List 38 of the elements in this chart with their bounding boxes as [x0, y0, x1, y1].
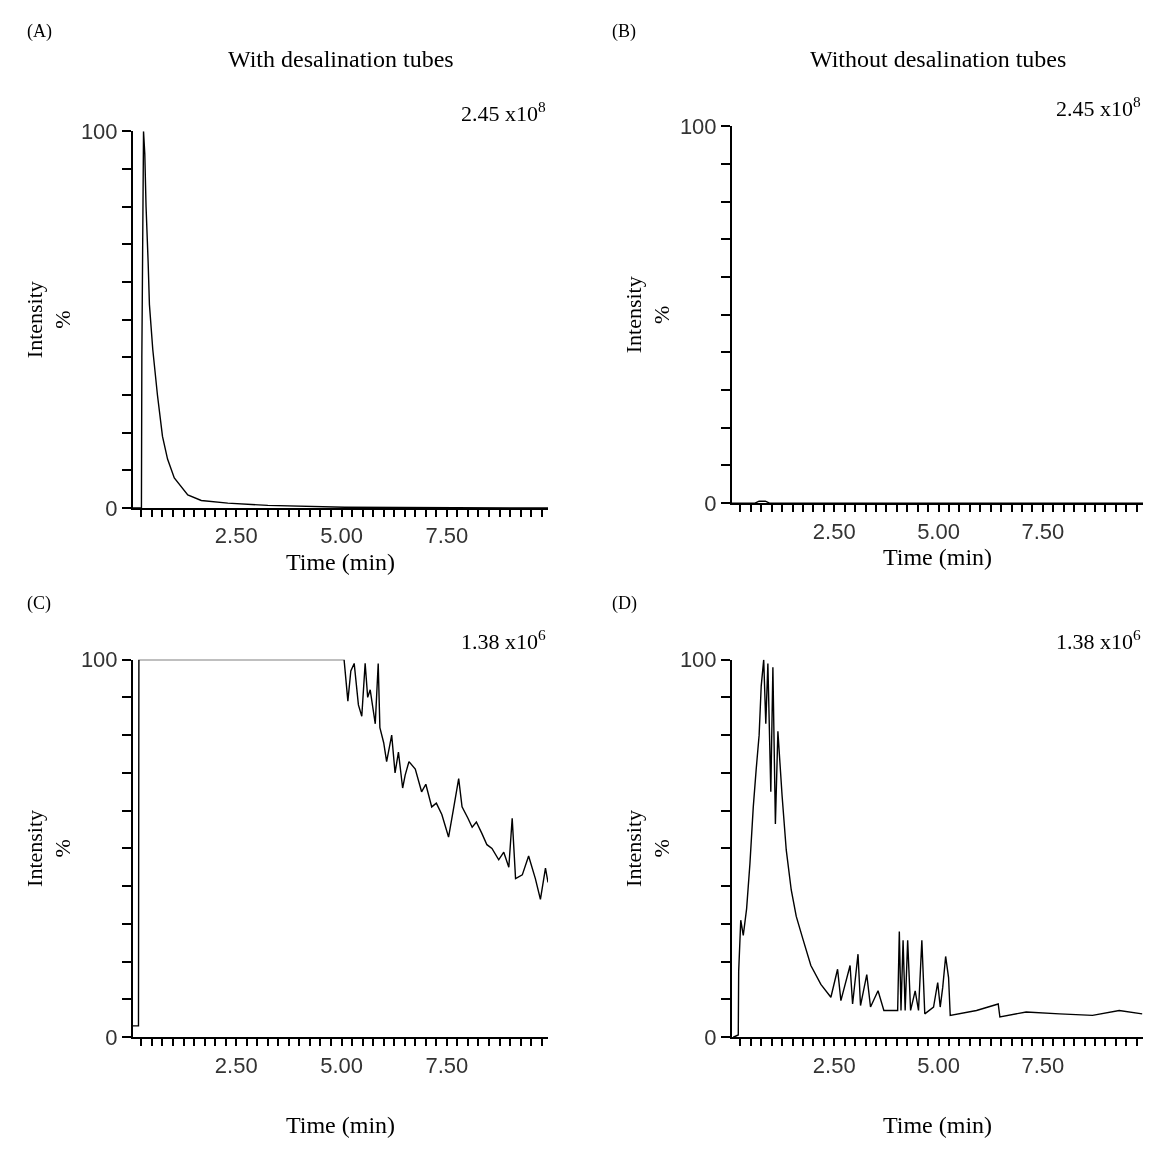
x-tick-label: 7.50: [425, 523, 469, 549]
x-tick-label: 2.50: [214, 523, 258, 549]
y-tick-label: 0: [704, 1024, 717, 1050]
text: (A): [27, 21, 52, 42]
x-axis-title: Time (min): [285, 1112, 396, 1139]
x-tick-label: 2.50: [214, 1052, 258, 1078]
text: 2.45 x10$^{8}$: [1056, 93, 1141, 122]
x-tick-label: 5.00: [917, 1052, 960, 1078]
x-tick-label: 2.50: [812, 1052, 856, 1078]
y-tick-label: 0: [105, 1024, 118, 1050]
y-tick-label: 100: [679, 114, 717, 140]
chart-title: With desalination tubes: [228, 46, 454, 72]
y-tick-label: 100: [679, 647, 717, 673]
y-axis-title: Intensity %: [21, 281, 76, 359]
y-tick-label: 100: [80, 647, 118, 673]
text: 1.38 x10$^{6}$: [1056, 626, 1141, 655]
x-tick-label: 7.50: [1021, 518, 1065, 544]
x-tick-label: 2.50: [812, 518, 856, 544]
chart-title: Without desalination tubes: [810, 46, 1067, 72]
y-axis-title: Intensity %: [21, 809, 76, 887]
y-tick-label: 0: [105, 495, 118, 521]
y-tick-label: 0: [704, 490, 717, 516]
x-axis-title: Time (min): [285, 549, 396, 576]
x-tick-label: 7.50: [425, 1052, 469, 1078]
x-tick-label: 5.00: [917, 518, 960, 544]
x-tick-label: 7.50: [1021, 1052, 1065, 1078]
x-tick-label: 5.00: [320, 1052, 363, 1078]
x-axis-title: Time (min): [882, 544, 993, 571]
x-axis-title: Time (min): [882, 1112, 993, 1139]
text: 1.38 x10$^{6}$: [461, 626, 546, 655]
y-tick-label: 100: [80, 119, 118, 145]
y-axis-title: Intensity %: [620, 276, 675, 354]
x-tick-label: 5.00: [320, 523, 363, 549]
y-axis-title: Intensity %: [620, 809, 675, 887]
text: (B): [612, 21, 636, 42]
text: (C): [27, 593, 51, 614]
text: 2.45 x10$^{8}$: [461, 98, 546, 127]
text: (D): [612, 593, 637, 614]
